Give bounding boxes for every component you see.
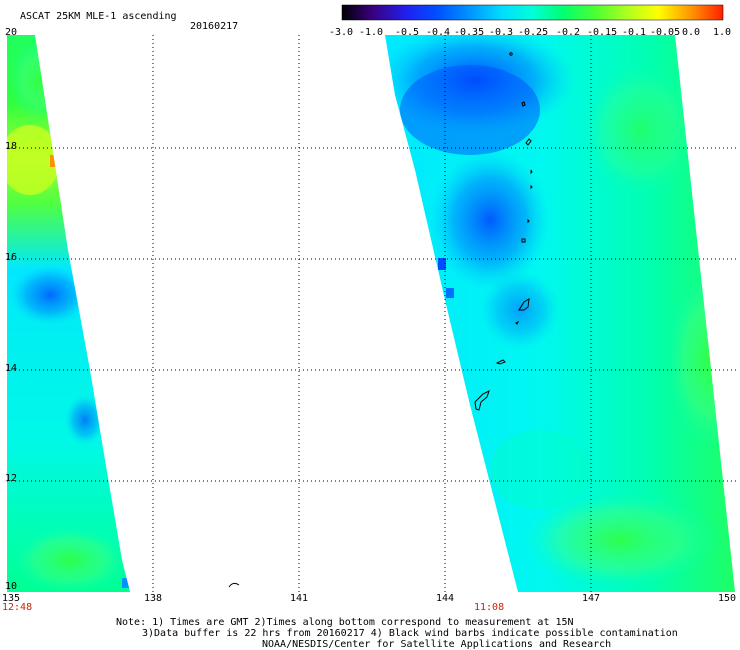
left-swath-time: 12:48 [2,602,33,613]
note-line-2: 3)Data buffer is 22 hrs from 20160217 4)… [142,628,678,639]
colorbar-label: -0.25 [518,27,549,38]
colorbar-label: -0.1 [622,27,647,38]
map-date: 20160217 [190,21,239,32]
note-line-3: NOAA/NESDIS/Center for Satellite Applica… [262,639,612,650]
colorbar-label: -0.2 [556,27,581,38]
lon-label: 144 [436,593,455,604]
right-swath [385,35,735,592]
lat-label: 18 [5,141,18,152]
map-title: ASCAT 25KM MLE-1 ascending [20,11,177,22]
left-swath [7,35,130,592]
colorbar-label: 1.0 [713,27,732,38]
island-outlines [228,52,533,588]
colorbar [341,4,724,21]
colorbar-label: -0.3 [489,27,514,38]
colorbar-label: -1.0 [359,27,384,38]
lon-label: 147 [582,593,601,604]
lon-label: 135 [2,593,21,604]
lat-label: 10 [5,581,18,592]
lat-label: 14 [5,363,18,374]
lat-label: 12 [5,473,18,484]
colorbar-label: -0.15 [587,27,618,38]
lon-label: 150 [718,593,737,604]
colorbar-label: -0.4 [426,27,451,38]
right-swath-time: 11:08 [474,602,505,613]
colorbar-label: 0.0 [682,27,701,38]
colorbar-label: -0.5 [395,27,420,38]
colorbar-label: -3.0 [329,27,354,38]
colorbar-label: -0.35 [454,27,485,38]
note-line-1: Note: 1) Times are GMT 2)Times along bot… [116,617,574,628]
lon-label: 141 [290,593,309,604]
colorbar-label: -0.05 [650,27,681,38]
graticule [7,35,737,592]
lon-label: 138 [144,593,163,604]
lat-label: 16 [5,252,18,263]
lat-label: 20 [5,27,18,38]
